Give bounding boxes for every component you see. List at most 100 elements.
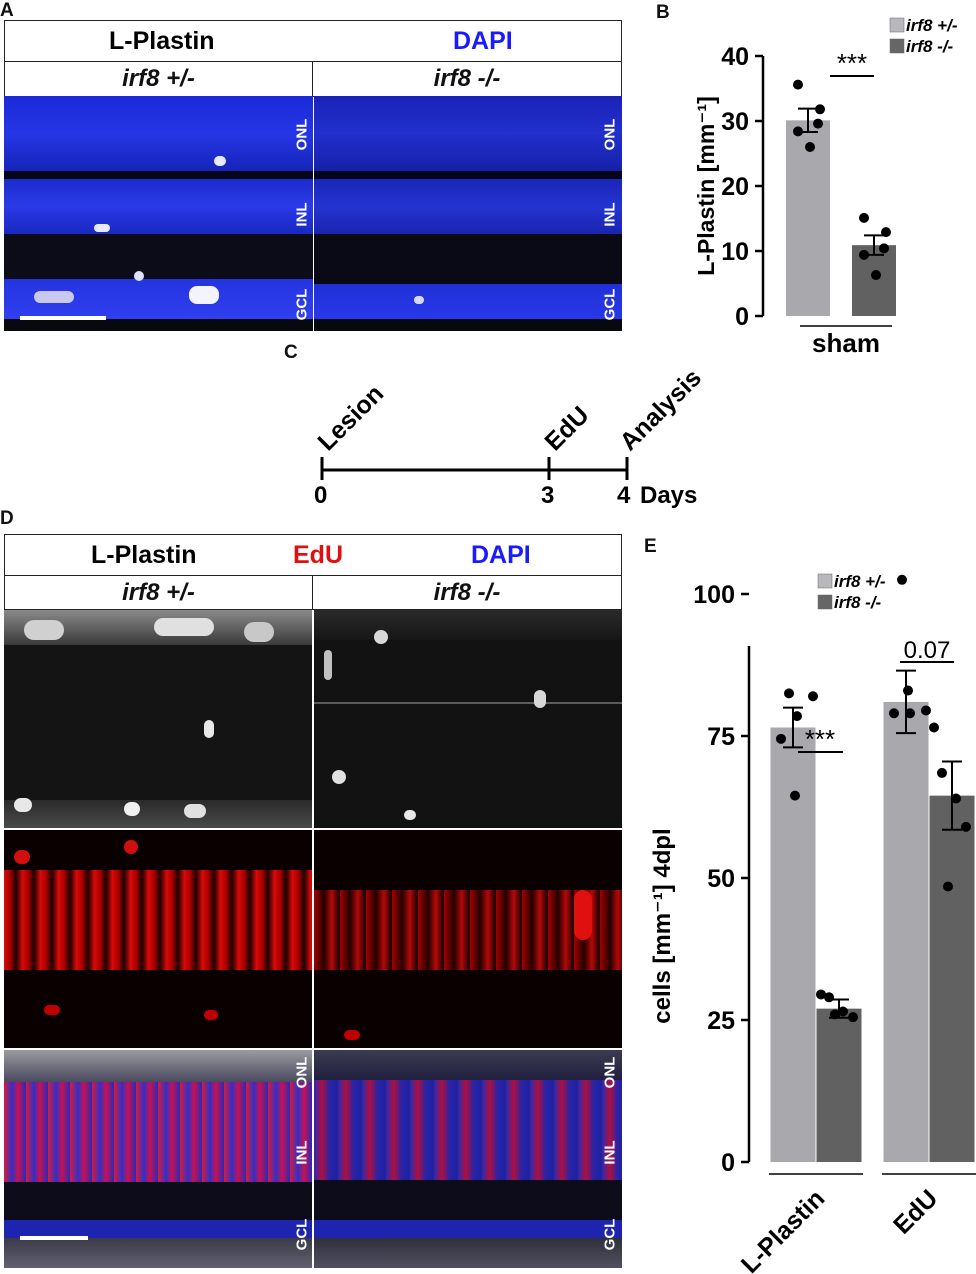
data-point [871,270,881,281]
bar [816,1008,862,1162]
data-point [808,691,818,702]
timeline-unit: Days [640,482,697,509]
micrograph-lplastin-right [314,610,622,828]
bar [852,245,896,316]
micrograph-lplastin-left [4,610,312,828]
panel-d-geno-left: irf8 +/- [4,575,313,610]
data-point [815,104,825,115]
data-point [937,767,947,778]
panel-a-micrograph-right: ONL INL GCL [314,96,622,331]
y-tick-label: 0 [735,303,749,331]
event-analysis: Analysis [614,364,707,457]
header-dapi: DAPI [453,27,513,55]
scale-bar [20,1236,88,1240]
panel-letter-a: A [0,0,14,21]
legend-swatch [817,594,833,610]
data-point [905,708,915,719]
bar [786,120,830,316]
panel-letter-c: C [284,342,298,363]
legend-label: irf8 -/- [906,37,954,56]
data-point [881,227,891,238]
data-point [784,688,794,699]
panel-a-geno-right: irf8 -/- [312,61,622,97]
micrograph-merged-right: ONL INL GCL [314,1050,622,1268]
layer-label-gcl: GCL [601,1218,619,1251]
data-point [830,1009,840,1020]
data-point [805,142,815,152]
legend-swatch [889,38,905,54]
category-label: L-Plastin [736,1184,830,1274]
panel-a-geno-left: irf8 +/- [4,61,313,97]
header-edu: EdU [293,541,343,569]
layer-label-onl: ONL [293,1056,311,1089]
layer-label-gcl: GCL [293,288,311,321]
data-point [816,989,826,1000]
tick-label-0: 0 [314,482,327,509]
panel-a-micrograph-left: ONL INL GCL [4,96,313,331]
panel-letter-e: E [644,536,657,557]
layer-label-gcl: GCL [293,1218,311,1251]
legend-label: irf8 +/- [906,16,958,35]
data-point [951,793,961,804]
event-lesion: Lesion [312,379,389,456]
micrograph-edu-right [314,830,622,1048]
category-label: EdU [888,1184,943,1239]
legend-label: irf8 -/- [834,593,882,612]
data-point [859,249,869,260]
bar [929,795,975,1162]
significance-label: *** [837,48,867,78]
event-edu: EdU [539,401,594,456]
layer-label-inl: INL [293,1140,311,1165]
data-point [793,126,803,137]
panel-letter-b: B [656,2,670,23]
panel-d-geno-right: irf8 -/- [312,575,622,610]
data-point [848,1012,858,1023]
micrograph-edu-left [4,830,312,1048]
y-tick-label: 30 [721,108,749,136]
data-point [790,790,800,801]
layer-label-inl: INL [601,202,619,227]
data-point [792,711,802,722]
data-point [813,118,823,129]
chart-b: 0 10 20 30 40L-Plastin [mm⁻¹] *** sham irf8 +/-… [693,16,958,358]
panel-a-channel-header: L-Plastin DAPI [4,20,622,62]
data-point [903,685,913,696]
significance-label: *** [805,724,835,754]
data-point [793,79,803,90]
group-label: sham [812,328,880,358]
data-point [943,881,953,892]
panel-d-channel-header: L-Plastin EdU DAPI [4,534,622,576]
y-tick-label: 75 [707,723,735,751]
data-point [929,722,939,733]
significance-label: 0.07 [904,637,951,664]
data-point [889,708,899,719]
header-dapi: DAPI [471,541,531,569]
header-lplastin: L-Plastin [91,541,197,569]
y-tick-label: 50 [707,865,735,893]
data-point [921,705,931,716]
layer-label-inl: INL [293,202,311,227]
y-tick-label: 10 [721,238,749,266]
y-axis-label: cells [mm⁻¹] 4dpl [649,828,676,1023]
panel-letter-d: D [0,508,14,529]
tick-label-3: 3 [541,482,554,509]
data-point [776,733,786,744]
data-point [961,821,971,832]
layer-label-gcl: GCL [601,288,619,321]
y-tick-label: 40 [721,43,749,71]
layer-label-onl: ONL [601,118,619,151]
data-point [897,574,907,585]
y-tick-label: 25 [707,1007,735,1035]
y-tick-label: 100 [693,581,735,609]
y-axis-label: L-Plastin [mm⁻¹] [693,96,719,276]
y-tick-label: 0 [721,1149,735,1177]
data-point [859,212,869,223]
layer-label-onl: ONL [293,118,311,151]
header-lplastin: L-Plastin [109,27,215,55]
data-point [838,1006,848,1017]
data-point [824,992,834,1003]
timeline: Lesion EdU Analysis 0 3 4 Days [312,364,707,509]
chart-e: 0 25 50 75 100 cells [mm⁻¹] 4dpl L-Plastin EdU *… [649,572,976,1274]
y-tick-label: 20 [721,173,749,201]
tick-label-4: 4 [617,482,631,509]
